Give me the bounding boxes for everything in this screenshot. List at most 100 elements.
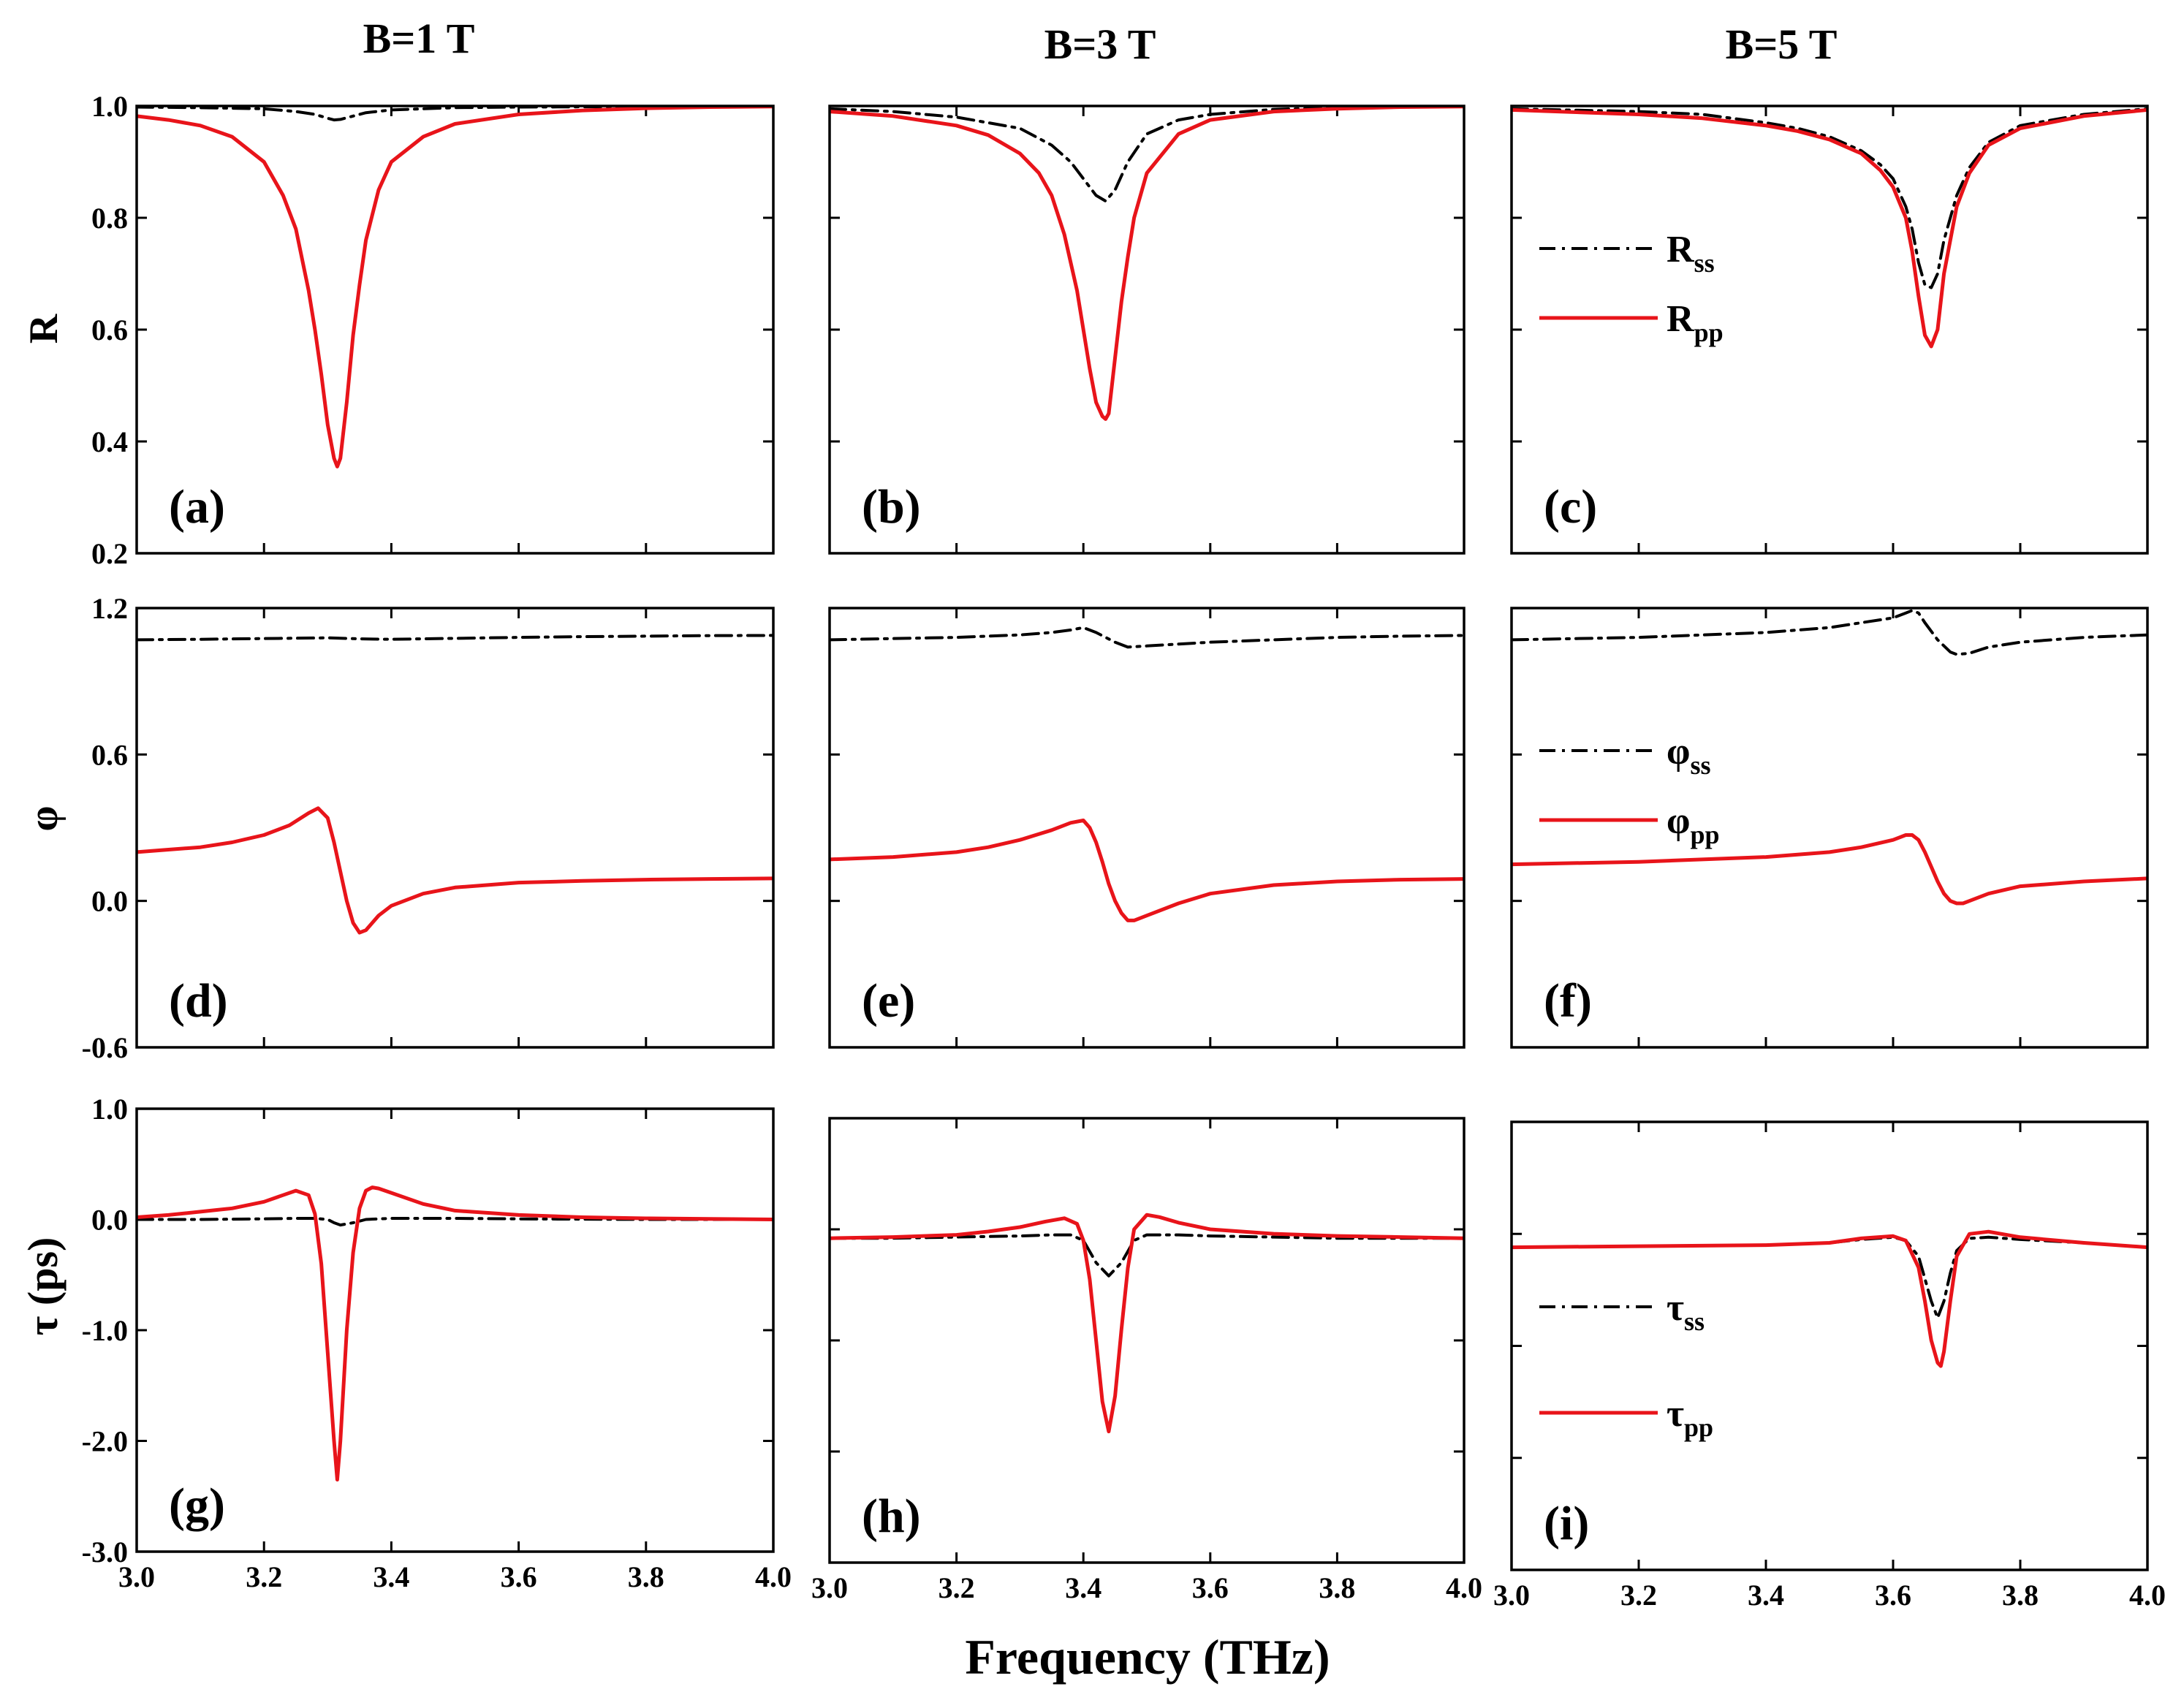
x-tick-label: 3.2 (1620, 1579, 1657, 1612)
panel-label-b: (b) (862, 480, 921, 534)
plot-frame (1510, 1120, 2149, 1571)
series-line--pp (830, 1213, 1464, 1434)
legend-label-ss: Rss (1667, 229, 1715, 278)
plot-frame (828, 607, 1466, 1049)
panel-h: 3.0 3.2 3.4 3.6 3.8 4.0 (h) (811, 1117, 1482, 1604)
plot-frame (1510, 105, 2149, 555)
series-group (1512, 609, 2147, 906)
series-group (830, 1213, 1464, 1434)
x-tick-label: 3.2 (246, 1560, 282, 1593)
series-line-r-pp (1512, 107, 2147, 349)
x-tick-label: 4.0 (755, 1560, 792, 1593)
series-line-r-ss (830, 106, 1464, 203)
series-group (830, 106, 1464, 421)
y-tick-label: 0.0 (91, 885, 128, 918)
column-title-b5: B=5 T (1726, 20, 1838, 68)
y-tick-label: 1.0 (91, 1093, 128, 1126)
series-line--ss (1512, 1235, 2147, 1320)
panel-label-h: (h) (862, 1490, 921, 1543)
panel-label-e: (e) (862, 974, 915, 1028)
x-tick-label: 3.4 (373, 1560, 409, 1593)
series-line--pp (137, 806, 773, 935)
series-line-r-ss (1512, 107, 2147, 289)
x-tick-label: 4.0 (2129, 1579, 2166, 1612)
plot-frame (135, 1107, 775, 1553)
series-line--pp (1512, 1229, 2147, 1368)
x-tick-label: 3.4 (1748, 1579, 1784, 1612)
x-tick-label: 3.4 (1065, 1571, 1102, 1604)
x-tick-label: 3.6 (1875, 1579, 1911, 1612)
panel-a: 0.2 0.4 0.6 0.8 1.0 (a) (91, 90, 775, 570)
y-tick-label: -2.0 (82, 1425, 128, 1458)
panel-d: -0.6 0.0 0.6 1.2 (d) (82, 592, 775, 1064)
panel-i: 3.0 3.2 3.4 3.6 3.8 4.0 (i) τss τpp (1493, 1120, 2166, 1612)
y-axis-title-delay: τ (ps) (19, 1237, 67, 1336)
series-group (1512, 1229, 2147, 1368)
y-tick-label: 0.8 (91, 202, 128, 235)
series-line-r-pp (137, 106, 773, 468)
panel-label-a: (a) (169, 480, 225, 534)
x-tick-label: 3.6 (1192, 1571, 1229, 1604)
panel-label-f: (f) (1544, 974, 1592, 1028)
plot-frame (1510, 607, 2149, 1049)
panel-b: (b) (828, 105, 1466, 555)
y-tick-label: -0.6 (82, 1031, 128, 1064)
x-tick-label: 3.0 (1493, 1579, 1530, 1612)
x-tick-label: 3.8 (2002, 1579, 2039, 1612)
legend: Rss Rpp (1539, 229, 1724, 347)
series-line--ss (830, 1233, 1464, 1278)
series-group (137, 1185, 773, 1481)
column-title-b1: B=1 T (363, 15, 475, 62)
x-tick-label: 3.2 (939, 1571, 975, 1604)
series-line--ss (830, 626, 1464, 649)
series-line--pp (137, 1185, 773, 1481)
plot-frame (828, 1117, 1466, 1564)
series-group (137, 634, 773, 935)
y-tick-label: 0.6 (91, 314, 128, 346)
legend-label-pp: τpp (1667, 1393, 1713, 1442)
x-tick-label: 3.0 (118, 1560, 155, 1593)
y-tick-label: 0.0 (91, 1204, 128, 1237)
series-line-r-ss (137, 106, 773, 122)
series-line--ss (1512, 609, 2147, 656)
y-tick-label: -1.0 (82, 1314, 128, 1347)
y-tick-label: 1.0 (91, 90, 128, 123)
x-tick-label: 3.6 (501, 1560, 537, 1593)
series-line-r-pp (830, 106, 1464, 421)
legend: τss τpp (1539, 1287, 1713, 1442)
y-tick-label: 0.2 (91, 537, 128, 570)
y-tick-label: 0.6 (91, 738, 128, 771)
plot-frame (828, 105, 1466, 555)
x-axis-title: Frequency (THz) (965, 1629, 1330, 1685)
legend: φss φpp (1539, 731, 1720, 849)
x-tick-label: 3.8 (628, 1560, 664, 1593)
series-line--ss (137, 634, 773, 642)
x-tick-label: 3.0 (811, 1571, 848, 1604)
y-tick-label: -3.0 (82, 1536, 128, 1568)
legend-label-pp: Rpp (1667, 298, 1724, 347)
y-axis-title-phase: φ (21, 806, 67, 832)
series-line--pp (830, 819, 1464, 922)
panel-label-i: (i) (1544, 1497, 1589, 1550)
plot-frame (135, 607, 775, 1049)
series-group (1512, 107, 2147, 349)
panel-label-d: (d) (169, 974, 228, 1028)
y-axis-title-reflectance: R (21, 314, 67, 344)
legend-label-pp: φpp (1667, 800, 1720, 849)
panels: 0.2 0.4 0.6 0.8 1.0 (a) (b) (c) Rss Rpp -0.6 0.0 0.6… (82, 90, 2166, 1612)
series-group (830, 626, 1464, 922)
series-line--pp (1512, 833, 2147, 906)
x-tick-label: 4.0 (1446, 1571, 1482, 1604)
legend-label-ss: φss (1667, 731, 1710, 780)
legend-label-ss: τss (1667, 1287, 1705, 1336)
panel-label-c: (c) (1544, 480, 1597, 534)
y-tick-label: 0.4 (91, 425, 128, 458)
panel-e: (e) (828, 607, 1466, 1049)
panel-label-g: (g) (169, 1479, 225, 1532)
y-tick-label: 1.2 (91, 592, 128, 625)
series-line--ss (137, 1217, 773, 1227)
plot-frame (135, 105, 775, 555)
panel-g: -3.0 -2.0 -1.0 0.0 1.0 3.0 3.2 3.4 3.6 3.8 4.0 (g) (82, 1093, 792, 1593)
panel-f: (f) φss φpp (1510, 607, 2149, 1049)
